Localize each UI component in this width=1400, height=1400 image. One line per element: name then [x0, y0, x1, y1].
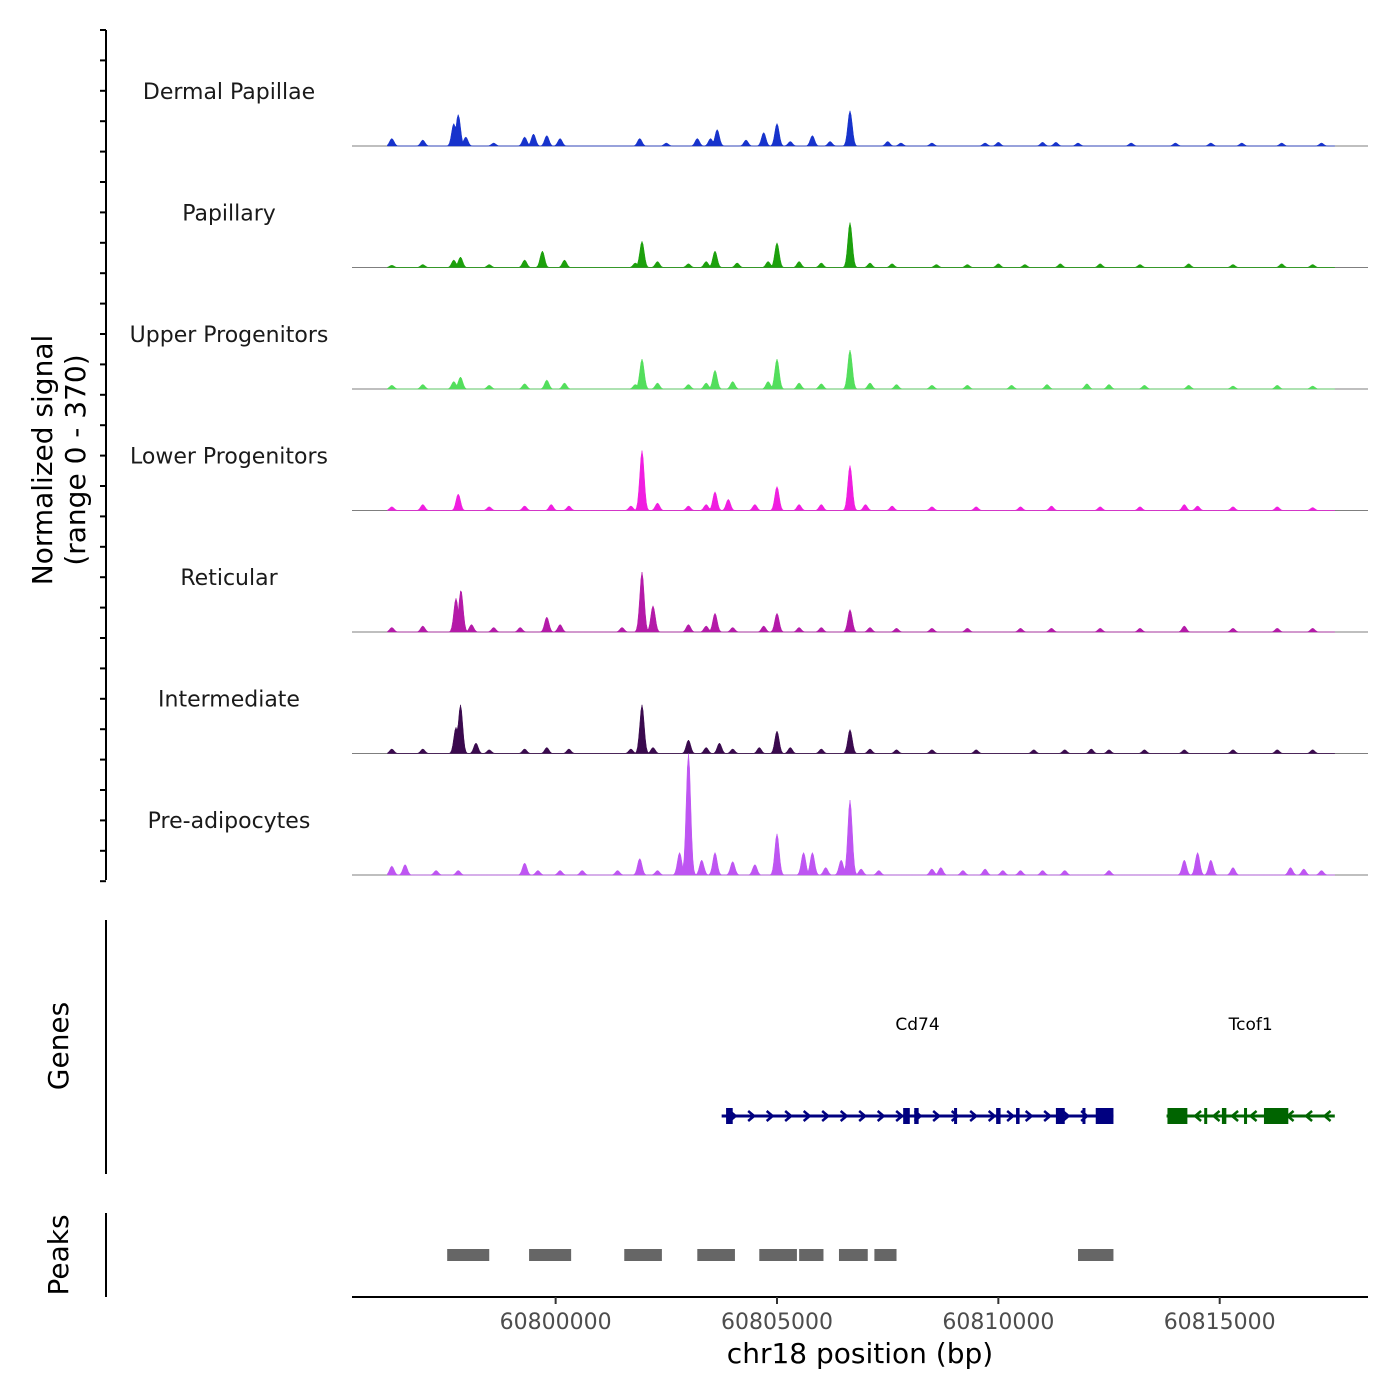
strand-arrow: [821, 1110, 831, 1122]
strand-arrow: [802, 1110, 812, 1122]
track-upper-progenitors: Upper Progenitors: [130, 323, 1368, 390]
gene-exon: [1095, 1108, 1114, 1124]
gene-label: Cd74: [895, 1015, 939, 1035]
signal-area: [387, 571, 1335, 633]
strand-arrow: [1024, 1110, 1034, 1122]
strand-arrow: [858, 1110, 868, 1122]
peak-region: [697, 1249, 735, 1261]
strand-arrow: [1322, 1110, 1332, 1122]
gene-exon: [1263, 1108, 1289, 1124]
strand-arrow: [839, 1110, 849, 1122]
genes-track: Cd74 Tcof1: [721, 1015, 1335, 1124]
gene-exon: [726, 1108, 733, 1124]
gene-exon: [1016, 1108, 1020, 1124]
strand-arrow: [950, 1110, 960, 1122]
strand-arrow: [932, 1110, 942, 1122]
strand-arrow: [747, 1110, 757, 1122]
track-label: Upper Progenitors: [130, 323, 329, 348]
peak-region: [529, 1249, 572, 1261]
signal-area: [387, 349, 1335, 390]
x-axis-ticks: 60800000 60805000 60810000 60815000: [500, 1297, 1276, 1335]
signal-area: [387, 222, 1335, 268]
track-label: Dermal Papillae: [143, 80, 315, 105]
track-label: Reticular: [180, 566, 278, 591]
track-dermal-papillae: Dermal Papillae: [143, 80, 1368, 147]
peaks-track-title: Peaks: [42, 1214, 75, 1295]
y-axis-title-line2: (range 0 - 370): [59, 354, 92, 565]
gene-exon: [914, 1108, 919, 1124]
strand-arrow: [765, 1110, 775, 1122]
signal-area: [387, 704, 1335, 754]
peak-region: [624, 1249, 662, 1261]
track-label: Intermediate: [158, 688, 300, 713]
track-label: Pre-adipocytes: [148, 809, 311, 834]
track-pre-adipocytes: Pre-adipocytes: [148, 753, 1368, 876]
gene-exon: [1082, 1108, 1086, 1124]
gene-exon: [996, 1108, 1001, 1124]
signal-area: [387, 753, 1335, 876]
x-tick-label: 60810000: [942, 1310, 1054, 1335]
strand-arrow: [1248, 1110, 1258, 1122]
track-papillary: Papillary: [182, 202, 1368, 268]
gene-exon: [1167, 1108, 1188, 1124]
track-intermediate: Intermediate: [158, 688, 1368, 754]
strand-arrow: [876, 1110, 886, 1122]
track-label: Lower Progenitors: [130, 445, 328, 470]
strand-arrow: [1006, 1110, 1016, 1122]
gene-exon: [1055, 1108, 1065, 1124]
gene-exon: [954, 1108, 958, 1124]
signal-y-axis-ticks: [100, 29, 106, 883]
peak-region: [874, 1249, 897, 1261]
peak-region: [447, 1249, 490, 1261]
strand-arrow: [1193, 1110, 1202, 1122]
signal-area: [387, 109, 1335, 147]
strand-arrow: [1043, 1110, 1053, 1122]
gene-exon: [1221, 1108, 1227, 1124]
gene-cd74: Cd74: [721, 1015, 1114, 1124]
track-label: Papillary: [182, 202, 276, 227]
x-axis-title: chr18 position (bp): [727, 1337, 993, 1370]
signal-tracks: Dermal Papillae Papillary Upper Progenitor…: [130, 80, 1368, 876]
strand-arrow: [895, 1110, 905, 1122]
x-tick-label: 60800000: [500, 1310, 612, 1335]
gene-tcof1: Tcof1: [1166, 1015, 1335, 1124]
strand-arrow: [1230, 1110, 1239, 1122]
gene-exon: [903, 1108, 910, 1124]
track-reticular: Reticular: [180, 566, 1368, 633]
peaks-track: [447, 1249, 1114, 1261]
x-tick-label: 60805000: [721, 1310, 833, 1335]
y-axis-title-line1: Normalized signal: [26, 335, 59, 586]
strand-arrow: [784, 1110, 794, 1122]
signal-area: [387, 450, 1335, 511]
strand-arrow: [987, 1110, 997, 1122]
gene-label: Tcof1: [1228, 1015, 1273, 1035]
strand-arrow: [1304, 1110, 1313, 1122]
peak-region: [799, 1249, 824, 1261]
x-tick-label: 60815000: [1164, 1310, 1276, 1335]
track-lower-progenitors: Lower Progenitors: [130, 445, 1368, 511]
strand-arrow: [969, 1110, 979, 1122]
peak-region: [838, 1249, 868, 1261]
strand-arrow: [1211, 1110, 1221, 1122]
peak-region: [759, 1249, 797, 1261]
genes-track-title: Genes: [42, 1002, 75, 1090]
gene-exon: [1204, 1108, 1208, 1124]
peak-region: [1078, 1249, 1114, 1261]
gene-exon: [1244, 1108, 1248, 1124]
